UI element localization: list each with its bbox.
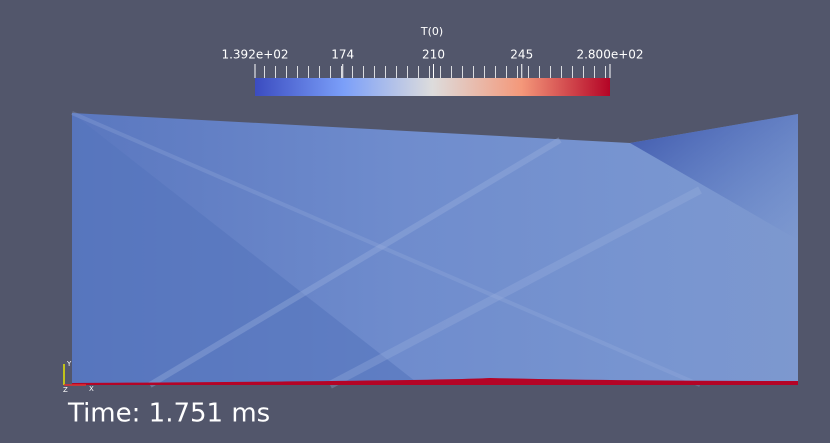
tick-label: 1.392e+02 [221, 48, 288, 62]
tick-label: 2.800e+02 [576, 48, 643, 62]
tick-label: 245 [510, 48, 533, 62]
wave [328, 186, 702, 389]
tick-label: 210 [422, 48, 445, 62]
shock-region [630, 114, 798, 240]
time-label: Time: 1.751 ms [67, 399, 270, 429]
axis-z-label: Z [63, 386, 68, 394]
wave [148, 137, 562, 388]
colorbar [255, 78, 610, 96]
axis-x-label: X [89, 385, 94, 393]
shade [72, 113, 420, 385]
colorbar-title: T(0) [420, 25, 443, 38]
colorbar-ticks: 1.392e+02 174 210 245 2.800e+02 [221, 48, 644, 78]
wave [71, 111, 701, 387]
minor-ticks [258, 66, 608, 78]
tick-label: 174 [331, 48, 354, 62]
hot-layer [72, 378, 798, 385]
axis-y-label: Y [66, 360, 72, 368]
